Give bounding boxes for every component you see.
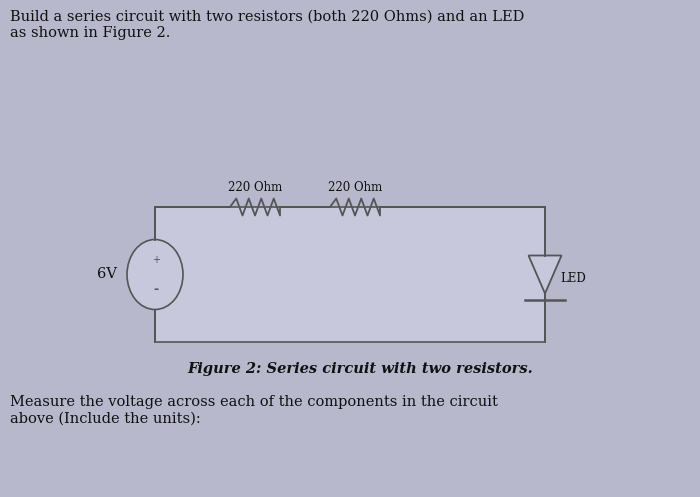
Text: 6V: 6V bbox=[97, 267, 117, 281]
Text: +: + bbox=[152, 255, 160, 265]
Ellipse shape bbox=[127, 240, 183, 310]
Polygon shape bbox=[528, 255, 561, 294]
Text: 220 Ohm: 220 Ohm bbox=[328, 181, 382, 194]
Text: -: - bbox=[153, 283, 159, 296]
Text: 220 Ohm: 220 Ohm bbox=[228, 181, 282, 194]
Text: Build a series circuit with two resistors (both 220 Ohms) and an LED
as shown in: Build a series circuit with two resistor… bbox=[10, 10, 524, 40]
Text: LED: LED bbox=[560, 272, 586, 285]
Text: Figure 2: Series circuit with two resistors.: Figure 2: Series circuit with two resist… bbox=[187, 362, 533, 376]
Text: Measure the voltage across each of the components in the circuit
above (Include : Measure the voltage across each of the c… bbox=[10, 395, 498, 425]
Bar bbox=[155, 207, 545, 342]
